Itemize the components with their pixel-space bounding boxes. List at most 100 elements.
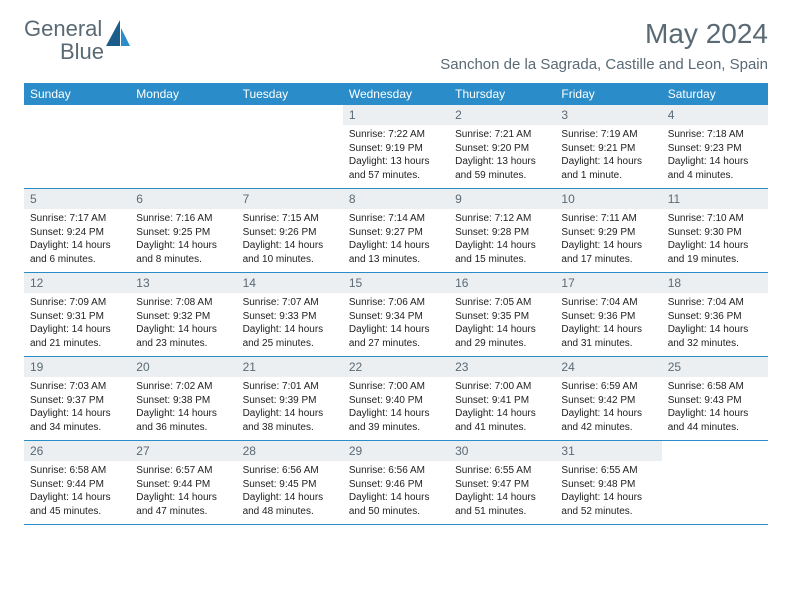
day-number: 31 [555, 441, 661, 461]
day-number: 11 [662, 189, 768, 209]
day-details: Sunrise: 6:59 AMSunset: 9:42 PMDaylight:… [555, 377, 661, 440]
logo-text-gray: General [24, 16, 102, 41]
day-number: 26 [24, 441, 130, 461]
calendar-cell: 25Sunrise: 6:58 AMSunset: 9:43 PMDayligh… [662, 357, 768, 441]
day-details: Sunrise: 6:55 AMSunset: 9:48 PMDaylight:… [555, 461, 661, 524]
day-details: Sunrise: 7:02 AMSunset: 9:38 PMDaylight:… [130, 377, 236, 440]
day-details: Sunrise: 7:00 AMSunset: 9:41 PMDaylight:… [449, 377, 555, 440]
calendar-cell: 3Sunrise: 7:19 AMSunset: 9:21 PMDaylight… [555, 105, 661, 189]
day-number: 7 [237, 189, 343, 209]
weekday-header: Wednesday [343, 83, 449, 105]
day-number: 13 [130, 273, 236, 293]
day-details: Sunrise: 6:56 AMSunset: 9:46 PMDaylight:… [343, 461, 449, 524]
day-details: Sunrise: 7:04 AMSunset: 9:36 PMDaylight:… [555, 293, 661, 356]
calendar-cell: 1Sunrise: 7:22 AMSunset: 9:19 PMDaylight… [343, 105, 449, 189]
day-number: 5 [24, 189, 130, 209]
weekday-header: Tuesday [237, 83, 343, 105]
day-details: Sunrise: 7:18 AMSunset: 9:23 PMDaylight:… [662, 125, 768, 188]
day-details: Sunrise: 7:22 AMSunset: 9:19 PMDaylight:… [343, 125, 449, 188]
month-title: May 2024 [440, 18, 768, 50]
day-details: Sunrise: 7:19 AMSunset: 9:21 PMDaylight:… [555, 125, 661, 188]
day-details: Sunrise: 7:00 AMSunset: 9:40 PMDaylight:… [343, 377, 449, 440]
calendar-cell: 12Sunrise: 7:09 AMSunset: 9:31 PMDayligh… [24, 273, 130, 357]
day-details: Sunrise: 7:10 AMSunset: 9:30 PMDaylight:… [662, 209, 768, 272]
calendar-cell [130, 105, 236, 189]
day-details: Sunrise: 7:09 AMSunset: 9:31 PMDaylight:… [24, 293, 130, 356]
day-details: Sunrise: 7:07 AMSunset: 9:33 PMDaylight:… [237, 293, 343, 356]
day-details: Sunrise: 7:16 AMSunset: 9:25 PMDaylight:… [130, 209, 236, 272]
calendar-cell: 7Sunrise: 7:15 AMSunset: 9:26 PMDaylight… [237, 189, 343, 273]
calendar-cell: 2Sunrise: 7:21 AMSunset: 9:20 PMDaylight… [449, 105, 555, 189]
calendar-cell: 8Sunrise: 7:14 AMSunset: 9:27 PMDaylight… [343, 189, 449, 273]
calendar-cell: 18Sunrise: 7:04 AMSunset: 9:36 PMDayligh… [662, 273, 768, 357]
location-text: Sanchon de la Sagrada, Castille and Leon… [440, 56, 768, 73]
day-number: 17 [555, 273, 661, 293]
calendar-cell: 21Sunrise: 7:01 AMSunset: 9:39 PMDayligh… [237, 357, 343, 441]
day-number: 9 [449, 189, 555, 209]
weekday-header: Saturday [662, 83, 768, 105]
calendar-table: SundayMondayTuesdayWednesdayThursdayFrid… [24, 83, 768, 525]
day-number: 29 [343, 441, 449, 461]
calendar-cell: 29Sunrise: 6:56 AMSunset: 9:46 PMDayligh… [343, 441, 449, 525]
day-number: 12 [24, 273, 130, 293]
weekday-header: Friday [555, 83, 661, 105]
day-number: 18 [662, 273, 768, 293]
day-details: Sunrise: 6:58 AMSunset: 9:43 PMDaylight:… [662, 377, 768, 440]
day-details: Sunrise: 7:01 AMSunset: 9:39 PMDaylight:… [237, 377, 343, 440]
day-details: Sunrise: 7:04 AMSunset: 9:36 PMDaylight:… [662, 293, 768, 356]
day-number: 2 [449, 105, 555, 125]
day-details: Sunrise: 6:56 AMSunset: 9:45 PMDaylight:… [237, 461, 343, 524]
day-number: 30 [449, 441, 555, 461]
day-details: Sunrise: 7:11 AMSunset: 9:29 PMDaylight:… [555, 209, 661, 272]
calendar-cell: 19Sunrise: 7:03 AMSunset: 9:37 PMDayligh… [24, 357, 130, 441]
day-details: Sunrise: 6:57 AMSunset: 9:44 PMDaylight:… [130, 461, 236, 524]
day-number: 15 [343, 273, 449, 293]
day-details: Sunrise: 7:03 AMSunset: 9:37 PMDaylight:… [24, 377, 130, 440]
day-details: Sunrise: 7:21 AMSunset: 9:20 PMDaylight:… [449, 125, 555, 188]
calendar-cell: 22Sunrise: 7:00 AMSunset: 9:40 PMDayligh… [343, 357, 449, 441]
day-details: Sunrise: 7:06 AMSunset: 9:34 PMDaylight:… [343, 293, 449, 356]
calendar-cell: 5Sunrise: 7:17 AMSunset: 9:24 PMDaylight… [24, 189, 130, 273]
calendar-cell [24, 105, 130, 189]
day-number: 4 [662, 105, 768, 125]
calendar-cell: 23Sunrise: 7:00 AMSunset: 9:41 PMDayligh… [449, 357, 555, 441]
day-number: 20 [130, 357, 236, 377]
calendar-cell: 10Sunrise: 7:11 AMSunset: 9:29 PMDayligh… [555, 189, 661, 273]
weekday-header: Sunday [24, 83, 130, 105]
day-number: 23 [449, 357, 555, 377]
day-details: Sunrise: 7:15 AMSunset: 9:26 PMDaylight:… [237, 209, 343, 272]
day-number: 16 [449, 273, 555, 293]
day-details: Sunrise: 7:05 AMSunset: 9:35 PMDaylight:… [449, 293, 555, 356]
day-details: Sunrise: 6:58 AMSunset: 9:44 PMDaylight:… [24, 461, 130, 524]
calendar-cell: 30Sunrise: 6:55 AMSunset: 9:47 PMDayligh… [449, 441, 555, 525]
day-number: 27 [130, 441, 236, 461]
day-number: 1 [343, 105, 449, 125]
calendar-cell: 24Sunrise: 6:59 AMSunset: 9:42 PMDayligh… [555, 357, 661, 441]
day-number: 22 [343, 357, 449, 377]
day-number: 21 [237, 357, 343, 377]
day-number: 19 [24, 357, 130, 377]
calendar-cell: 31Sunrise: 6:55 AMSunset: 9:48 PMDayligh… [555, 441, 661, 525]
calendar-cell: 27Sunrise: 6:57 AMSunset: 9:44 PMDayligh… [130, 441, 236, 525]
calendar-cell: 15Sunrise: 7:06 AMSunset: 9:34 PMDayligh… [343, 273, 449, 357]
logo-text-blue: Blue [60, 39, 104, 64]
calendar-cell: 11Sunrise: 7:10 AMSunset: 9:30 PMDayligh… [662, 189, 768, 273]
day-details: Sunrise: 6:55 AMSunset: 9:47 PMDaylight:… [449, 461, 555, 524]
calendar-cell: 4Sunrise: 7:18 AMSunset: 9:23 PMDaylight… [662, 105, 768, 189]
day-number: 3 [555, 105, 661, 125]
day-number: 24 [555, 357, 661, 377]
calendar-cell: 20Sunrise: 7:02 AMSunset: 9:38 PMDayligh… [130, 357, 236, 441]
day-details: Sunrise: 7:14 AMSunset: 9:27 PMDaylight:… [343, 209, 449, 272]
calendar-cell [237, 105, 343, 189]
weekday-header: Thursday [449, 83, 555, 105]
day-number: 14 [237, 273, 343, 293]
day-number: 28 [237, 441, 343, 461]
calendar-cell: 14Sunrise: 7:07 AMSunset: 9:33 PMDayligh… [237, 273, 343, 357]
day-number: 25 [662, 357, 768, 377]
calendar-cell: 13Sunrise: 7:08 AMSunset: 9:32 PMDayligh… [130, 273, 236, 357]
calendar-cell: 16Sunrise: 7:05 AMSunset: 9:35 PMDayligh… [449, 273, 555, 357]
day-number: 6 [130, 189, 236, 209]
logo: General Blue [24, 18, 130, 64]
calendar-cell: 6Sunrise: 7:16 AMSunset: 9:25 PMDaylight… [130, 189, 236, 273]
weekday-header: Monday [130, 83, 236, 105]
